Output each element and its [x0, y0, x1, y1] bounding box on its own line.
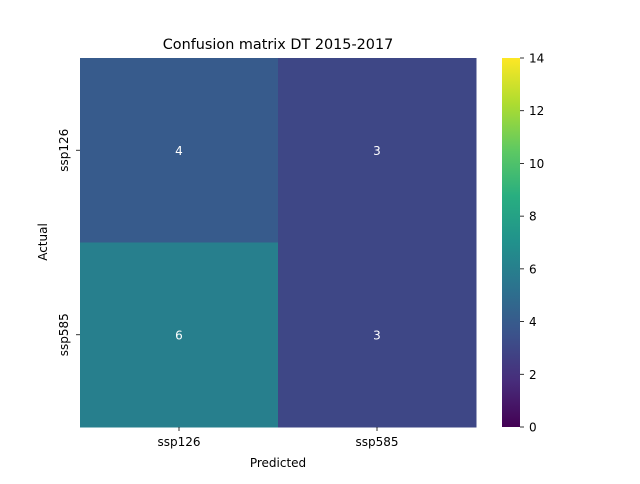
- x-axis-ticks: ssp126 ssp585: [157, 427, 399, 449]
- cell-value-label: 4: [175, 144, 183, 158]
- colorbar-tick-label: 6: [529, 262, 537, 276]
- heatmap-cells: [80, 58, 477, 428]
- colorbar-tick-label: 12: [529, 104, 544, 118]
- y-tick-label: ssp126: [57, 129, 71, 172]
- y-tick-label: ssp585: [57, 313, 71, 356]
- colorbar-tick-label: 8: [529, 210, 537, 224]
- y-axis-ticks: ssp126 ssp585: [57, 129, 80, 356]
- colorbar: [502, 58, 520, 427]
- colorbar-ticks: 0 2 4 6 8 10 12 14: [520, 52, 544, 435]
- colorbar-tick-label: 14: [529, 52, 544, 66]
- heatmap-cell: [80, 58, 279, 243]
- x-tick-label: ssp126: [157, 435, 200, 449]
- x-tick-label: ssp585: [355, 435, 398, 449]
- cell-value-label: 3: [373, 144, 381, 158]
- colorbar-tick-label: 10: [529, 157, 544, 171]
- heatmap-cell: [278, 242, 477, 428]
- heatmap-cell: [80, 242, 279, 428]
- x-axis-label: Predicted: [250, 456, 306, 470]
- heatmap-annotations: 4 3 6 3: [175, 144, 381, 343]
- cell-value-label: 6: [175, 328, 183, 342]
- colorbar-tick-label: 0: [529, 421, 537, 435]
- chart-title: Confusion matrix DT 2015-2017: [163, 37, 394, 53]
- colorbar-tick-label: 4: [529, 315, 537, 329]
- colorbar-tick-label: 2: [529, 368, 537, 382]
- cell-value-label: 3: [373, 328, 381, 342]
- heatmap-cell: [278, 58, 477, 243]
- y-axis-label: Actual: [36, 223, 50, 261]
